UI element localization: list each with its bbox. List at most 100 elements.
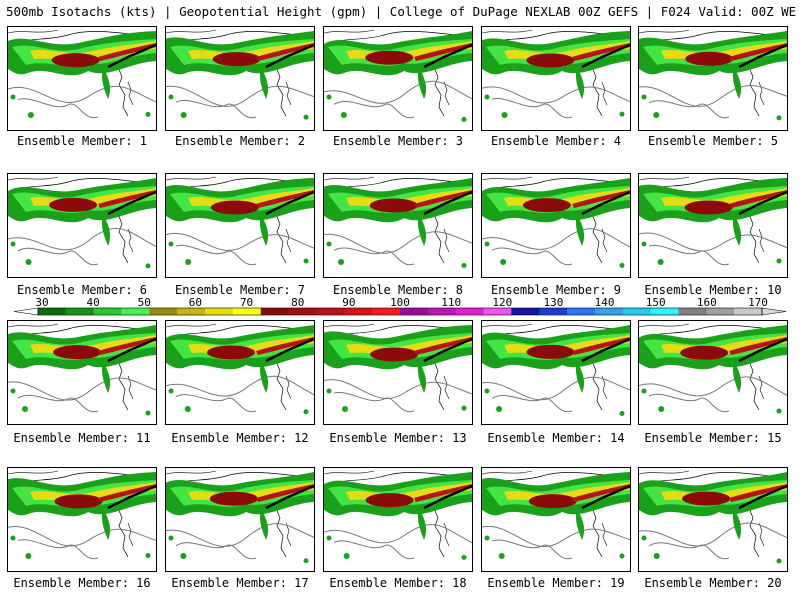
colorbar-swatch — [455, 308, 484, 315]
ensemble-member-label: Ensemble Member: 9 — [490, 283, 622, 297]
wind-height-map — [482, 470, 630, 560]
ensemble-member-label: Ensemble Member: 10 — [644, 283, 782, 297]
ensemble-member-map — [638, 320, 788, 425]
colorbar-swatch — [288, 308, 317, 315]
colorbar-swatch — [734, 308, 763, 315]
colorbar-tick-label: 80 — [291, 296, 304, 309]
ensemble-member-label: Ensemble Member: 6 — [16, 283, 148, 297]
colorbar-left-arrow — [13, 307, 39, 316]
ensemble-member-map — [7, 173, 157, 278]
ensemble-member-map — [165, 173, 315, 278]
ensemble-member-map — [481, 467, 631, 572]
colorbar-swatch — [567, 308, 596, 315]
wind-height-map — [482, 323, 630, 416]
ensemble-member-map — [481, 173, 631, 278]
colorbar-tick-label: 130 — [543, 296, 563, 309]
colorbar-swatch — [232, 308, 262, 315]
ensemble-member-map — [638, 26, 788, 131]
ensemble-member-map — [7, 320, 157, 425]
colorbar-tick-label: 70 — [240, 296, 253, 309]
colorbar-tick-label: 30 — [35, 296, 48, 309]
ensemble-member-label: Ensemble Member: 8 — [332, 283, 464, 297]
wind-height-map — [8, 470, 156, 560]
ensemble-member-label: Ensemble Member: 13 — [329, 431, 467, 445]
colorbar-swatch — [344, 308, 373, 315]
ensemble-member-label: Ensemble Member: 18 — [329, 576, 467, 590]
ensemble-member-map — [481, 26, 631, 131]
wind-height-map — [8, 323, 156, 416]
ensemble-member-label: Ensemble Member: 1 — [16, 134, 148, 148]
ensemble-member-map — [7, 26, 157, 131]
colorbar-tick-label: 110 — [441, 296, 461, 309]
colorbar-outline — [37, 307, 763, 316]
colorbar-swatch — [483, 308, 512, 315]
colorbar-swatch — [260, 308, 289, 315]
colorbar-swatch — [678, 308, 707, 315]
ensemble-member-label: Ensemble Member: 15 — [644, 431, 782, 445]
wind-height-map — [639, 29, 787, 121]
colorbar-tick-label: 120 — [492, 296, 512, 309]
ensemble-member-label: Ensemble Member: 5 — [647, 134, 779, 148]
colorbar-swatch — [38, 308, 67, 315]
colorbar-swatch — [650, 308, 679, 315]
wind-height-map — [166, 176, 314, 266]
wind-height-map — [324, 470, 472, 560]
ensemble-member-label: Ensemble Member: 3 — [332, 134, 464, 148]
colorbar-tick-label: 160 — [697, 296, 717, 309]
ensemble-member-label: Ensemble Member: 2 — [174, 134, 306, 148]
ensemble-member-map — [481, 320, 631, 425]
ensemble-member-map — [323, 320, 473, 425]
wind-height-map — [8, 176, 156, 269]
colorbar-tick-label: 40 — [87, 296, 100, 309]
ensemble-member-label: Ensemble Member: 7 — [174, 283, 306, 297]
wind-height-map — [324, 29, 472, 122]
colorbar-tick-label: 90 — [342, 296, 355, 309]
colorbar-tick-label: 60 — [189, 296, 202, 309]
wind-height-map — [324, 176, 472, 268]
colorbar-swatch — [121, 308, 150, 315]
wind-height-map — [482, 176, 630, 268]
colorbar-swatch — [539, 308, 568, 315]
ensemble-member-label: Ensemble Member: 16 — [13, 576, 151, 590]
ensemble-member-map — [638, 173, 788, 278]
wind-height-map — [166, 29, 314, 120]
ensemble-member-map — [638, 467, 788, 572]
colorbar-tick-label: 140 — [595, 296, 615, 309]
colorbar-tick-label: 50 — [138, 296, 151, 309]
ensemble-member-map — [323, 173, 473, 278]
colorbar-swatch — [372, 308, 401, 315]
ensemble-member-map — [7, 467, 157, 572]
colorbar-swatch — [177, 308, 206, 315]
wind-height-map — [482, 29, 630, 119]
ensemble-member-map — [165, 320, 315, 425]
ensemble-member-label: Ensemble Member: 14 — [487, 431, 625, 445]
ensemble-member-map — [323, 467, 473, 572]
ensemble-member-map — [165, 467, 315, 572]
colorbar-swatch — [427, 308, 456, 315]
colorbar-tick-label: 170 — [748, 296, 768, 309]
isotach-colorbar: 30 40 50 60 70 80 90 100 110 120 130 140 150 160 170 — [0, 296, 800, 322]
colorbar-swatch — [65, 308, 94, 315]
wind-height-map — [166, 470, 314, 564]
colorbar-swatch — [594, 308, 624, 315]
colorbar-right-arrow — [761, 307, 787, 316]
colorbar-swatch — [205, 308, 234, 315]
colorbar-swatch — [706, 308, 735, 315]
ensemble-member-label: Ensemble Member: 12 — [171, 431, 309, 445]
wind-height-map — [166, 323, 314, 415]
wind-height-map — [324, 323, 472, 413]
colorbar-swatch — [400, 308, 429, 315]
ensemble-member-map — [323, 26, 473, 131]
colorbar-swatch — [511, 308, 540, 315]
ensemble-member-label: Ensemble Member: 11 — [13, 431, 151, 445]
wind-height-map — [639, 470, 787, 564]
wind-height-map — [639, 176, 787, 266]
ensemble-member-label: Ensemble Member: 17 — [171, 576, 309, 590]
wind-height-map — [8, 29, 156, 119]
colorbar-swatch — [149, 308, 178, 315]
wind-height-map — [639, 323, 787, 414]
colorbar-swatch — [316, 308, 345, 315]
colorbar-tick-label: 100 — [390, 296, 410, 309]
ensemble-member-label: Ensemble Member: 19 — [487, 576, 625, 590]
